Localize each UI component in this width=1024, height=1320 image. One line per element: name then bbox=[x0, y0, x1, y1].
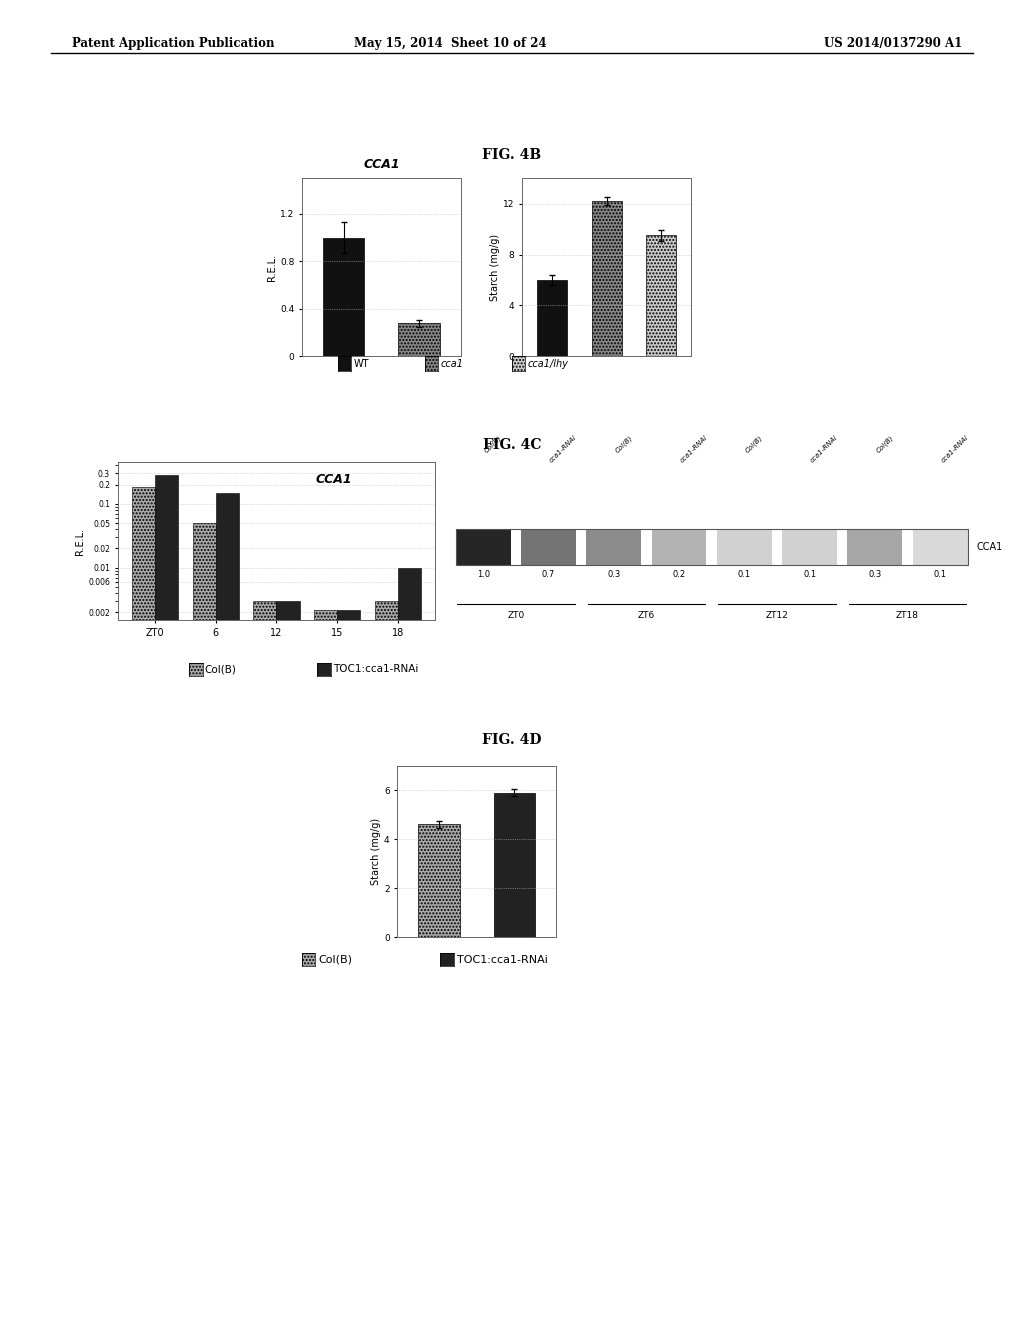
Text: ZT6: ZT6 bbox=[638, 611, 655, 620]
Text: CCA1: CCA1 bbox=[976, 543, 1002, 552]
Bar bbox=[587, 529, 641, 565]
Text: 0.3: 0.3 bbox=[607, 570, 621, 579]
Bar bbox=[848, 529, 902, 565]
Bar bbox=[592, 201, 622, 356]
Bar bbox=[418, 825, 460, 937]
Bar bbox=[651, 529, 707, 565]
Bar bbox=[521, 529, 575, 565]
Bar bbox=[912, 529, 968, 565]
Text: ZT0: ZT0 bbox=[507, 611, 524, 620]
Text: FIG. 4D: FIG. 4D bbox=[482, 733, 542, 747]
Bar bbox=[314, 610, 337, 1320]
Bar bbox=[156, 475, 178, 1320]
Bar bbox=[323, 238, 365, 356]
Bar bbox=[132, 487, 156, 1320]
Text: 0.2: 0.2 bbox=[673, 570, 686, 579]
Text: TOC1:cca1-RNAi: TOC1:cca1-RNAi bbox=[457, 954, 548, 965]
Bar bbox=[398, 323, 440, 356]
Y-axis label: R.E.L.: R.E.L. bbox=[267, 253, 278, 281]
Y-axis label: Starch (mg/g): Starch (mg/g) bbox=[371, 818, 381, 884]
Bar bbox=[276, 601, 299, 1320]
Text: Col(B): Col(B) bbox=[318, 954, 352, 965]
Bar bbox=[646, 235, 676, 356]
Text: Col(B): Col(B) bbox=[483, 434, 503, 454]
Y-axis label: Starch (mg/g): Starch (mg/g) bbox=[490, 234, 501, 301]
Text: Patent Application Publication: Patent Application Publication bbox=[72, 37, 274, 50]
Text: FIG. 4B: FIG. 4B bbox=[482, 148, 542, 162]
Text: cca1-RNAi: cca1-RNAi bbox=[549, 434, 579, 463]
Text: ZT12: ZT12 bbox=[766, 611, 788, 620]
Text: 0.1: 0.1 bbox=[737, 570, 751, 579]
Text: Col(B): Col(B) bbox=[874, 434, 895, 454]
Bar bbox=[375, 601, 397, 1320]
Bar bbox=[193, 523, 216, 1320]
Text: CCA1: CCA1 bbox=[364, 158, 399, 172]
Bar bbox=[397, 568, 421, 1320]
Bar bbox=[456, 529, 968, 565]
Text: WT: WT bbox=[353, 359, 369, 368]
Text: cca1: cca1 bbox=[440, 359, 463, 368]
Text: cca1-RNAi: cca1-RNAi bbox=[940, 434, 970, 463]
Bar bbox=[538, 280, 567, 356]
Y-axis label: R.E.L.: R.E.L. bbox=[76, 528, 85, 554]
Text: ZT18: ZT18 bbox=[896, 611, 919, 620]
Text: 0.3: 0.3 bbox=[868, 570, 882, 579]
Text: 0.7: 0.7 bbox=[542, 570, 555, 579]
Bar bbox=[456, 529, 511, 565]
Text: 0.1: 0.1 bbox=[934, 570, 947, 579]
Text: TOC1:cca1-RNAi: TOC1:cca1-RNAi bbox=[333, 664, 418, 675]
Text: 1.0: 1.0 bbox=[476, 570, 489, 579]
Bar bbox=[717, 529, 772, 565]
Bar bbox=[494, 792, 536, 937]
Text: Col(B): Col(B) bbox=[613, 434, 634, 454]
Text: CCA1: CCA1 bbox=[315, 473, 352, 486]
Text: Col(B): Col(B) bbox=[205, 664, 237, 675]
Text: cca1/lhy: cca1/lhy bbox=[527, 359, 568, 368]
Text: cca1-RNAi: cca1-RNAi bbox=[810, 434, 840, 463]
Text: 0.1: 0.1 bbox=[803, 570, 816, 579]
Text: Col(B): Col(B) bbox=[744, 434, 764, 454]
Text: cca1-RNAi: cca1-RNAi bbox=[679, 434, 709, 463]
Bar bbox=[337, 610, 360, 1320]
Text: May 15, 2014  Sheet 10 of 24: May 15, 2014 Sheet 10 of 24 bbox=[354, 37, 547, 50]
Bar bbox=[254, 601, 276, 1320]
Bar bbox=[782, 529, 837, 565]
Text: US 2014/0137290 A1: US 2014/0137290 A1 bbox=[824, 37, 963, 50]
Bar bbox=[216, 492, 239, 1320]
Text: FIG. 4C: FIG. 4C bbox=[482, 438, 542, 453]
